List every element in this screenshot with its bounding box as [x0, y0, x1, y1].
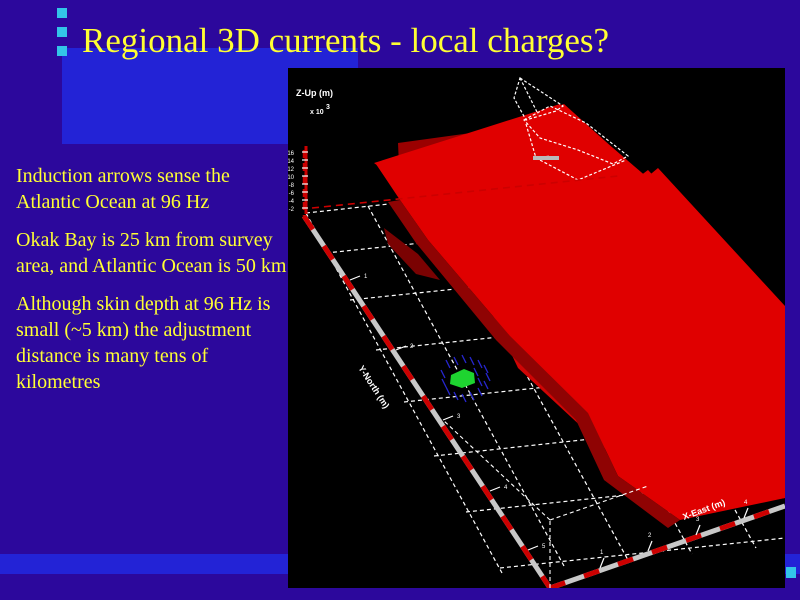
y-tick-label: 4 — [504, 485, 508, 491]
page-title: Regional 3D currents - local charges? — [82, 21, 610, 60]
x-tick-label: 1 — [600, 550, 604, 556]
three-d-plot-svg: -16 -14 -12 -10 -8 -6 -4 -2 Z-Up (m) x 1… — [288, 77, 785, 588]
body-text-column: Induction arrows sense the Atlantic Ocea… — [16, 163, 292, 407]
corner-square-icon — [786, 567, 796, 578]
induction-arrow-field — [440, 354, 491, 403]
y-tick-label: 3 — [457, 414, 461, 420]
induction-arrow-shaft — [533, 156, 559, 160]
x-east-axis — [549, 503, 785, 588]
x-tick-label: 3 — [696, 517, 700, 523]
y-tick-label: 5 — [542, 544, 546, 550]
atlantic-ocean-slab — [374, 104, 785, 528]
z-tick-label: -10 — [288, 175, 295, 181]
z-axis-exponent: x 10 — [310, 109, 324, 116]
x-tick-label: 2 — [648, 533, 652, 539]
y-axis-label: Y-North (m) — [356, 364, 391, 411]
plot-box-edges — [442, 419, 649, 588]
z-tick-label: -16 — [288, 151, 295, 157]
body-paragraph: Although skin depth at 96 Hz is small (~… — [16, 293, 271, 393]
z-tick-label: -4 — [289, 199, 295, 205]
bullet-square-icon — [57, 46, 67, 56]
x-tick-label: 4 — [744, 500, 748, 506]
z-tick-label: -14 — [288, 159, 295, 165]
survey-area-marker — [450, 369, 475, 388]
y-tick-label: 2 — [410, 344, 414, 350]
bullet-square-icon — [57, 8, 67, 18]
z-axis-exponent-power: 3 — [326, 104, 330, 111]
y-tick-label: 1 — [364, 274, 368, 280]
y-north-axis — [301, 214, 553, 588]
plot-top-back-edge — [311, 175, 619, 209]
bullet-marker-group — [57, 8, 71, 65]
z-tick-label: -6 — [289, 191, 295, 197]
z-tick-label: -8 — [289, 183, 295, 189]
z-tick-label: -2 — [289, 207, 295, 213]
z-tick-label: -12 — [288, 167, 295, 173]
body-paragraph: Induction arrows sense the Atlantic Ocea… — [16, 165, 230, 213]
z-axis-label: Z-Up (m) — [296, 88, 333, 98]
body-paragraph: Okak Bay is 25 km from survey area, and … — [16, 229, 287, 277]
three-d-plot-panel[interactable]: -16 -14 -12 -10 -8 -6 -4 -2 Z-Up (m) x 1… — [288, 68, 785, 588]
z-axis — [302, 146, 308, 216]
bullet-square-icon — [57, 27, 67, 37]
